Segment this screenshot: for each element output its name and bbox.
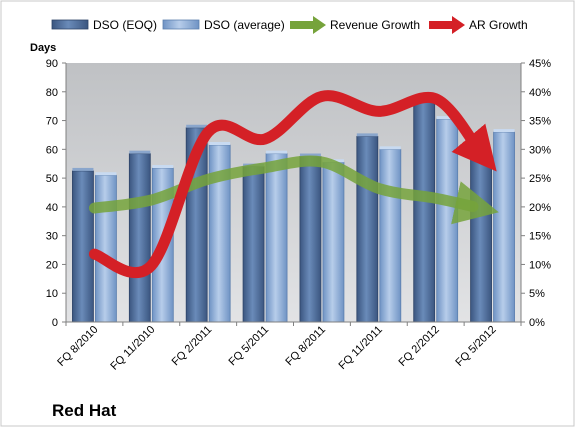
bar-top-0-4 [299, 153, 321, 157]
legend-swatch-ar-growth [429, 16, 465, 34]
right-tick-label: 5% [529, 288, 545, 300]
watermark-text: Red Hat [52, 401, 117, 420]
bar-top-0-1 [129, 150, 151, 154]
left-tick-label: 90 [46, 58, 58, 70]
left-tick-label: 50 [46, 173, 58, 185]
bar-top-1-6 [436, 116, 458, 120]
bar-dso-eoq-0 [72, 170, 94, 323]
right-tick-label: 40% [529, 87, 551, 99]
bar-dso-eoq-5 [356, 135, 379, 323]
legend-swatch-revenue-growth [290, 16, 326, 34]
right-tick-label: 30% [529, 144, 551, 156]
bar-top-0-2 [186, 124, 208, 128]
bar-dso-eoq-3 [242, 166, 265, 323]
left-tick-label: 40 [46, 202, 58, 214]
right-tick-label: 0% [529, 317, 545, 329]
legend-label-dso-average: DSO (average) [204, 18, 285, 32]
legend: DSO (EOQ) DSO (average) Revenue Growth AR G… [51, 16, 528, 34]
bar-top-1-1 [152, 165, 174, 169]
bar-dso-eoq-4 [299, 156, 322, 323]
left-tick-label: 70 [46, 116, 58, 128]
right-tick-label: 35% [529, 116, 551, 128]
right-tick-label: 15% [529, 231, 551, 243]
legend-label-ar-growth: AR Growth [469, 18, 528, 32]
bar-dso-average-0 [95, 174, 117, 323]
bar-dso-eoq-6 [413, 97, 436, 323]
line-revenue-growth [88, 155, 499, 225]
bar-top-1-2 [209, 142, 231, 146]
bar-top-1-7 [493, 129, 515, 133]
bar-top-1-5 [379, 146, 401, 150]
left-tick-label: 30 [46, 231, 58, 243]
line-ar-growth [88, 90, 497, 279]
bar-top-1-3 [266, 150, 288, 154]
legend-label-revenue-growth: Revenue Growth [330, 18, 420, 32]
bar-top-0-5 [356, 133, 378, 137]
left-tick-label: 10 [46, 288, 58, 300]
bar-dso-average-4 [322, 161, 345, 323]
bar-dso-average-3 [265, 153, 288, 323]
right-tick-label: 45% [529, 58, 551, 70]
left-tick-label: 20 [46, 259, 58, 271]
left-axis-title: Days [30, 42, 56, 54]
right-tick-label: 25% [529, 173, 551, 185]
left-tick-label: 60 [46, 144, 58, 156]
bar-dso-average-7 [493, 131, 515, 323]
left-tick-label: 0 [52, 317, 58, 329]
legend-swatch-dso-average [162, 19, 200, 30]
legend-label-dso-eoq: DSO (EOQ) [93, 18, 157, 32]
bar-top-0-0 [72, 167, 94, 171]
bar-dso-average-6 [436, 118, 459, 323]
legend-swatch-dso-eoq [51, 19, 89, 30]
bar-dso-eoq-7 [470, 157, 492, 323]
right-tick-label: 20% [529, 202, 551, 214]
bar-top-1-0 [95, 172, 117, 176]
left-tick-label: 80 [46, 87, 58, 99]
right-tick-label: 10% [529, 259, 551, 271]
bar-dso-average-5 [379, 148, 402, 323]
bar-dso-eoq-1 [128, 153, 151, 323]
